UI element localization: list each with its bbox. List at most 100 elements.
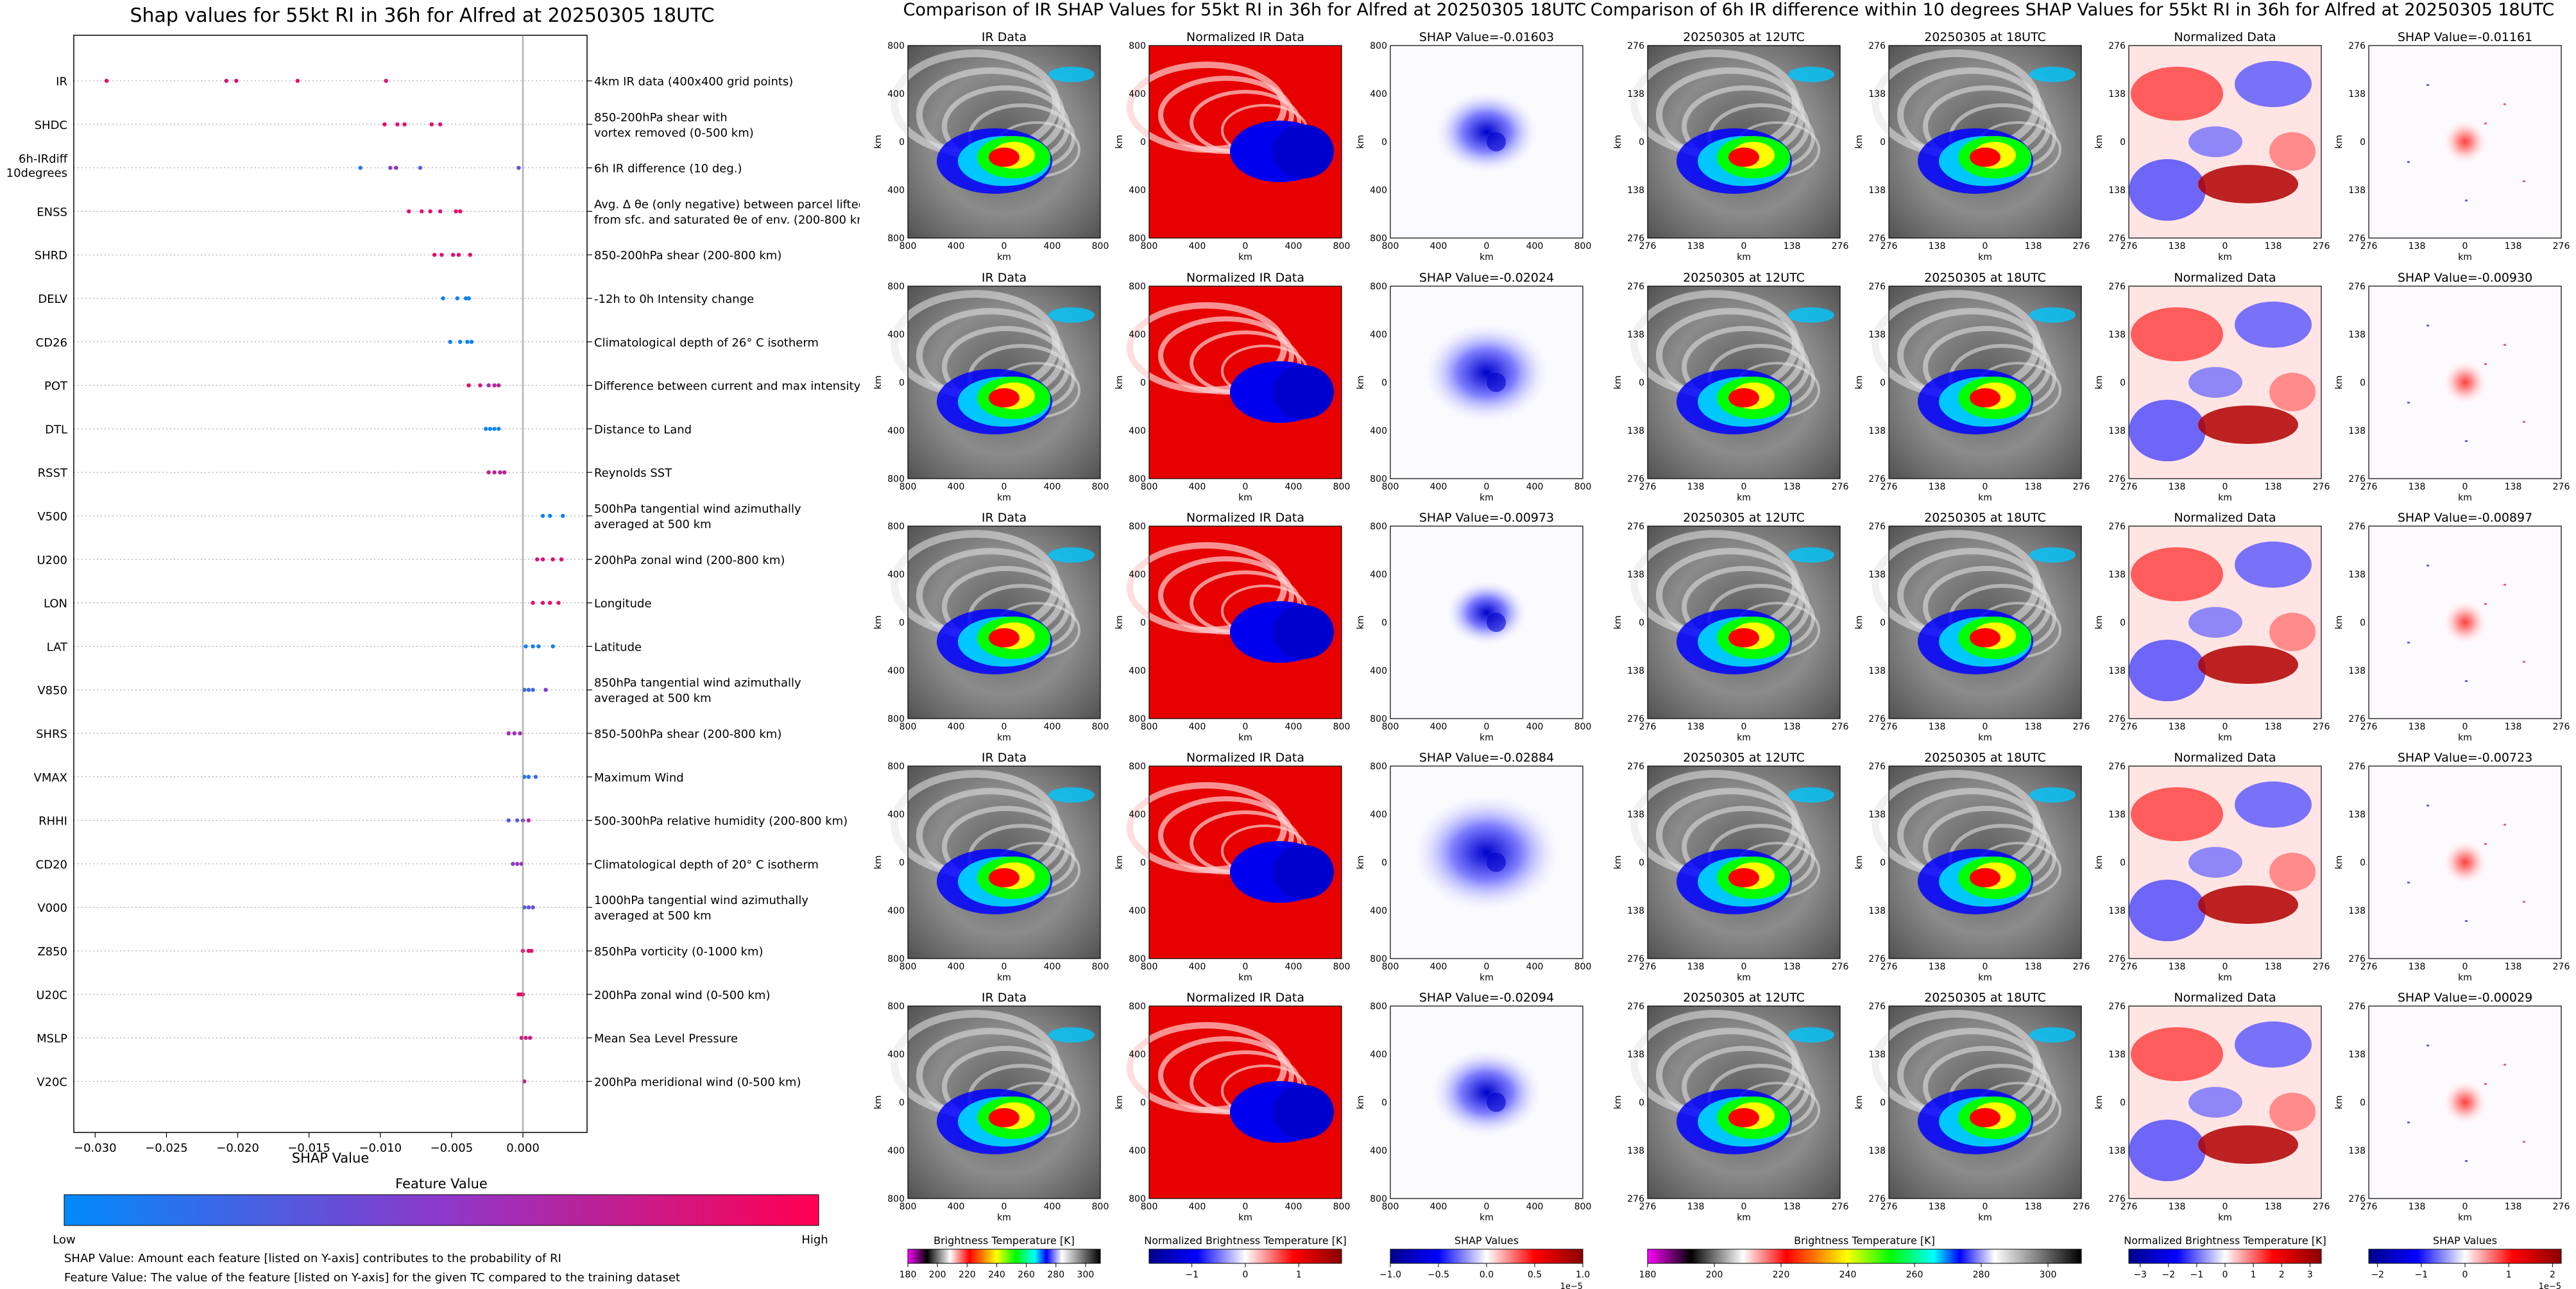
panel-x-tick-label: 276	[2553, 722, 2570, 732]
panel-y-tick-label: 400	[1129, 810, 1146, 820]
panel-y-tick-label: 276	[1868, 234, 1886, 244]
feature-name-label: V500	[37, 510, 67, 524]
shap-point	[486, 383, 491, 388]
panel-y-tick-label: 0	[1880, 618, 1886, 628]
colorbar-tick-label: 0	[2462, 1270, 2468, 1280]
shap-point	[458, 339, 463, 344]
panel-x-tick-label: 0	[1484, 1202, 1490, 1212]
heatmap-image	[1872, 1005, 2082, 1199]
panel-y-tick-label: 276	[2108, 474, 2126, 484]
feature-name-label: SHRS	[36, 728, 67, 741]
beeswarm-plot-frame	[73, 35, 588, 1133]
shap-point	[407, 209, 411, 214]
panel-y-tick-label: 800	[1129, 474, 1146, 484]
shap-point	[515, 862, 520, 866]
panel-x-tick-label: 800	[900, 241, 917, 252]
panel-x-tick-label: 0	[1983, 241, 1988, 252]
panel-title: IR Data	[982, 751, 1027, 765]
shap-point	[492, 470, 497, 475]
panel-y-tick-label: 400	[1370, 570, 1387, 580]
panel-y-tick-label: 0	[1639, 1098, 1644, 1108]
colorbar: Normalized Brightness Temperature [K] −3 −…	[2124, 1234, 2326, 1280]
panel-y-tick-label: 138	[1627, 426, 1644, 436]
panel-x-tick-label: 800	[900, 722, 917, 732]
panel-y-tick-label: 0	[2360, 378, 2366, 388]
feature-name-label: IR	[56, 75, 67, 89]
colorbar-multiplier: 1e−5	[1560, 1282, 1583, 1289]
panel-x-tick-label: 276	[2360, 1202, 2378, 1212]
shap-point	[548, 601, 552, 605]
panel-x-tick-label: 276	[2073, 962, 2090, 972]
panel-x-tick-label: 400	[1189, 962, 1206, 972]
panel-y-tick-label: 0	[1140, 1098, 1146, 1108]
panel-x-tick-label: 0	[2222, 241, 2228, 252]
panel-y-tick-label: 0	[1140, 858, 1146, 868]
panel-y-axis-label: km	[2334, 615, 2344, 629]
panel-y-tick-label: 138	[1627, 570, 1644, 580]
shap-point	[543, 688, 548, 692]
heatmap-image	[1872, 525, 2082, 719]
panel-x-tick-label: 400	[1189, 482, 1206, 492]
panel-y-tick-label: 0	[1381, 618, 1387, 628]
panel-y-tick-label: 276	[1627, 41, 1644, 51]
panel-x-tick-label: 400	[1189, 241, 1206, 252]
colorbar-label: SHAP Values	[1454, 1234, 1519, 1247]
panel-y-tick-label: 138	[1627, 666, 1644, 676]
panel-x-tick-label: 138	[1929, 241, 1946, 252]
shap-point	[526, 688, 531, 692]
heatmap-image	[1872, 765, 2082, 959]
panel-x-tick-label: 400	[1189, 1202, 1206, 1212]
panel-x-tick-label: 800	[1333, 722, 1351, 732]
colorbar-multiplier: 1e−5	[2539, 1282, 2561, 1289]
panel-y-tick-label: 138	[2108, 666, 2126, 676]
panel-y-axis-label: km	[1854, 1095, 1864, 1109]
panel-title: Normalized IR Data	[1186, 991, 1304, 1005]
shap-point	[506, 731, 511, 736]
panel-x-tick-label: 0	[1484, 722, 1490, 732]
panel-x-tick-label: 0	[1983, 482, 1988, 492]
colorbar-tick-label: 240	[1839, 1270, 1857, 1280]
panel-x-tick-label: 400	[1430, 722, 1447, 732]
x-tick-label: −0.005	[431, 1141, 473, 1155]
colorbar-label: SHAP Values	[2433, 1234, 2497, 1247]
panel-x-axis-label: km	[2218, 973, 2232, 983]
shap-point	[497, 383, 501, 388]
shap-point	[478, 383, 482, 388]
panel-y-tick-label: 0	[2360, 137, 2366, 148]
heatmap-image	[1127, 45, 1342, 239]
panel-y-tick-label: 276	[2108, 41, 2126, 51]
panel-x-tick-label: 800	[900, 482, 917, 492]
colorbar-swatch	[1647, 1249, 2082, 1264]
heatmap-image	[1390, 286, 1583, 479]
panel-title: Normalized IR Data	[1186, 271, 1304, 285]
panel-title: Normalized Data	[2174, 511, 2276, 525]
shap-point	[466, 296, 471, 301]
feature-description: Climatological depth of 20° C isotherm	[594, 858, 819, 871]
panel-x-tick-label: 0	[2462, 241, 2468, 252]
panel-x-tick-label: 276	[2073, 1202, 2090, 1212]
colorbar-tick-label: 200	[929, 1270, 946, 1280]
panel-y-tick-label: 800	[887, 954, 905, 964]
panel-y-tick-label: 800	[1129, 762, 1146, 772]
panel-y-tick-label: 276	[2348, 522, 2366, 532]
panel-x-tick-label: 138	[1784, 1202, 1801, 1212]
panel-y-tick-label: 138	[2348, 330, 2366, 340]
panel-x-axis-label: km	[1480, 1213, 1494, 1223]
shap-point	[518, 731, 522, 736]
panel-title: 20250305 at 18UTC	[1924, 511, 2046, 525]
shap-point	[511, 862, 515, 866]
panel-y-tick-label: 400	[1370, 89, 1387, 99]
panel-y-tick-label: 800	[1370, 41, 1387, 51]
panel-x-axis-label: km	[1480, 733, 1494, 743]
shap-point	[438, 209, 443, 214]
panel-x-tick-label: 276	[1881, 722, 1898, 732]
panel-x-tick-label: 138	[1929, 962, 1946, 972]
x-tick-label: −0.030	[74, 1141, 117, 1155]
panel-y-tick-label: 0	[1381, 858, 1387, 868]
shap-point	[559, 557, 564, 561]
panel-x-tick-label: 138	[2169, 482, 2186, 492]
panel-x-tick-label: 276	[1639, 1202, 1657, 1212]
